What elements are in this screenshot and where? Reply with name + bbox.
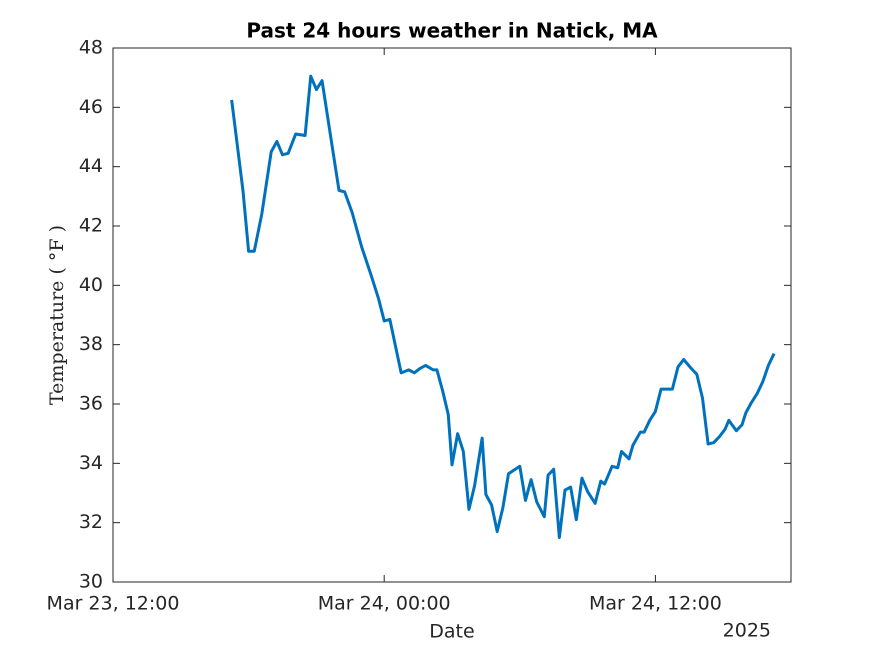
data-line: [230, 74, 776, 539]
chart-title: Past 24 hours weather in Natick, MA: [246, 19, 658, 43]
x-secondary-label: 2025: [723, 620, 771, 642]
y-tick-label: 40: [79, 274, 103, 296]
y-tick-label: 44: [79, 155, 103, 177]
x-axis-label: Date: [429, 621, 474, 643]
y-tick-label: 30: [79, 571, 103, 593]
plot-area: [112, 47, 792, 583]
y-tick-label: 36: [79, 393, 103, 415]
y-tick-label: 34: [79, 452, 103, 474]
y-axis-label: Temperature ( °F ): [46, 225, 68, 405]
y-tick-label: 38: [79, 333, 103, 355]
y-tick-label: 42: [79, 215, 103, 237]
y-tick-label: 48: [79, 37, 103, 59]
x-tick-label: Mar 24, 12:00: [589, 593, 722, 615]
x-tick-label: Mar 23, 12:00: [47, 593, 180, 615]
x-tick-label: Mar 24, 00:00: [318, 593, 451, 615]
y-tick-label: 32: [79, 511, 103, 533]
y-tick-label: 46: [79, 96, 103, 118]
